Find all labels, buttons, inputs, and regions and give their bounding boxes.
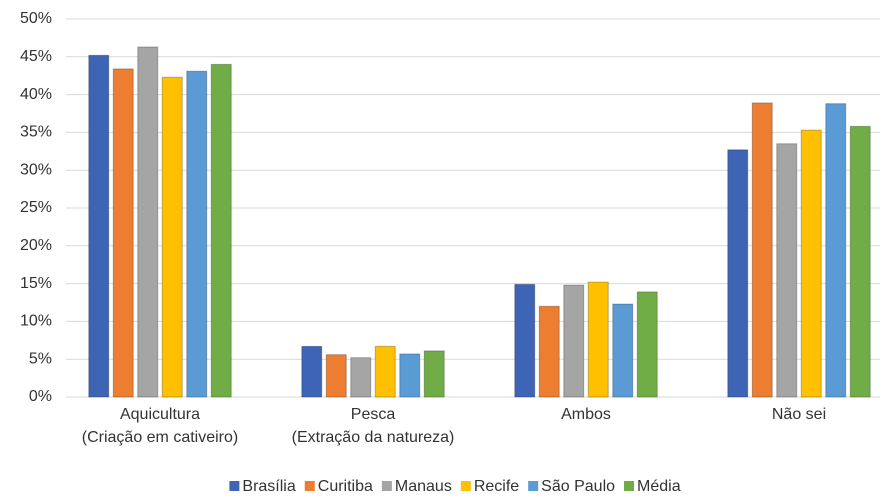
bar [210,63,232,398]
bar [587,281,609,398]
bar [161,76,183,398]
bar [423,350,445,398]
bar [776,143,798,398]
legend-label: São Paulo [541,478,615,495]
bar [849,125,871,398]
bar [825,103,847,398]
x-tick-label: Aquicultura (Criação em cativeiro) [82,406,238,446]
y-tick-label: 50% [20,10,52,27]
legend-swatch [229,481,240,491]
legend: Brasília Curitiba Manaus Recife São Paulo Méd… [229,478,681,495]
y-tick-label: 20% [20,237,52,254]
y-tick-label: 35% [20,124,52,141]
y-tick-label: 25% [20,199,52,216]
bar [399,353,421,398]
bar [514,283,536,398]
bar [538,305,560,398]
y-tick-label: 45% [20,48,52,65]
bar [374,345,396,398]
y-tick-label: 10% [20,313,52,330]
legend-swatch [624,481,635,491]
y-tick-label: 5% [29,350,52,367]
bar [301,345,323,398]
bar [112,68,134,398]
bar [350,357,372,398]
x-tick-label: Pesca (Extração da natureza) [292,406,455,446]
legend-label: Curitiba [318,478,373,495]
bar [612,303,634,398]
legend-swatch [460,481,471,491]
bar [563,284,585,398]
x-tick-label: Não sei [772,406,826,423]
bar [800,129,822,398]
bar [325,354,347,398]
legend-label: Brasília [242,478,295,495]
y-tick-label: 15% [20,275,52,292]
y-tick-label: 0% [29,388,52,405]
y-tick-label: 30% [20,161,52,178]
bar [727,149,749,398]
legend-label: Manaus [395,478,452,495]
legend-swatch [528,481,539,491]
bar [137,46,159,398]
bar [88,54,110,398]
bar [186,70,208,398]
x-tick-label: Ambos [561,406,611,423]
y-tick-label: 40% [20,86,52,103]
legend-label: Média [637,478,681,495]
legend-swatch [304,481,315,491]
bar [751,102,773,398]
bar [636,291,658,398]
legend-label: Recife [474,478,519,495]
legend-swatch [381,481,392,491]
